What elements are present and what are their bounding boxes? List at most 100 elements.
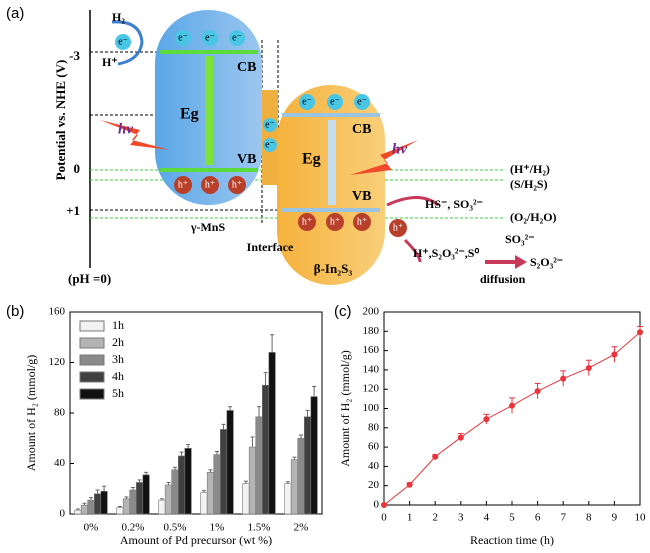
light xyxy=(350,140,418,175)
bar xyxy=(261,384,270,515)
x-tick-label: 10 xyxy=(635,512,647,524)
electron: e⁻ xyxy=(330,96,340,107)
panel-label: (c) xyxy=(334,303,352,320)
vb: VB xyxy=(237,152,256,167)
level: (H⁺/H₂) xyxy=(510,162,550,176)
bar xyxy=(219,429,228,515)
hole: h⁺ xyxy=(232,179,242,190)
point xyxy=(509,402,515,409)
bar xyxy=(255,416,263,515)
point xyxy=(483,416,490,423)
tick: -3 xyxy=(69,48,80,63)
y-tick-label: 200 xyxy=(363,306,380,318)
eg: Eg xyxy=(180,106,199,123)
panel-label: (a) xyxy=(6,5,24,22)
y-tick-label: 140 xyxy=(363,363,380,375)
legend-label: 2h xyxy=(112,335,124,349)
legend-swatch xyxy=(79,388,105,400)
holes: h⁺ h⁺ h⁺ h⁺ h⁺ h⁺ h⁺ xyxy=(174,176,407,237)
bar xyxy=(284,483,292,515)
x-tick-label: 3 xyxy=(458,512,464,524)
y-tick-label: 120 xyxy=(49,356,66,368)
bar xyxy=(268,352,276,515)
x-tick-label: 0.2% xyxy=(122,522,145,534)
cb: CB xyxy=(237,60,256,75)
ph-note: (pH =0) xyxy=(68,271,111,286)
bar xyxy=(171,469,179,515)
point xyxy=(585,364,592,371)
level: (S/H₂S) xyxy=(510,177,548,191)
legend-swatch xyxy=(79,337,105,349)
bar xyxy=(164,484,173,515)
oxidation-arrow xyxy=(403,238,422,263)
tick: +1 xyxy=(66,203,80,218)
x-tick-label: 5 xyxy=(509,512,515,524)
point xyxy=(432,453,439,460)
y-tick-label: 20 xyxy=(368,479,380,491)
x-axis-label: Reaction time (h) xyxy=(470,533,554,547)
eg: Eg xyxy=(302,151,321,168)
legend-label: 5h xyxy=(112,386,124,400)
reduction-arrow xyxy=(111,20,144,66)
bar xyxy=(158,499,166,515)
bar xyxy=(80,504,89,515)
y-tick-label: 0 xyxy=(374,499,380,511)
panel-label: (b) xyxy=(6,303,24,320)
bar xyxy=(184,448,192,515)
bar xyxy=(206,472,215,515)
y-tick-label: 0 xyxy=(60,508,66,520)
axis-label: Potential vs. NHE (V) xyxy=(53,60,68,181)
x-axis-label: Amount of Pd precursor (wt %) xyxy=(120,533,272,547)
bar xyxy=(310,396,318,515)
legend-label: 3h xyxy=(112,352,124,366)
electron: e⁻ xyxy=(205,32,215,43)
bar xyxy=(290,459,299,515)
point xyxy=(637,329,643,336)
bar xyxy=(242,483,250,515)
cb: CB xyxy=(352,122,371,137)
bar xyxy=(74,509,82,515)
reactant: HS⁻, SO₃²⁻ xyxy=(425,197,483,211)
y-tick-label: 60 xyxy=(368,441,380,453)
vb: VB xyxy=(352,189,371,204)
interface-label: Interface xyxy=(247,240,294,254)
product: H⁺,S₂O₃²⁻,S⁰ xyxy=(413,246,479,260)
electron: e⁻ xyxy=(357,96,367,107)
y-tick-label: 160 xyxy=(49,306,66,318)
electron: e⁻ xyxy=(265,119,275,130)
bar xyxy=(226,410,234,515)
x-tick-label: 0.5% xyxy=(164,522,187,534)
legend-label: 1h xyxy=(112,318,124,332)
y-tick-label: 100 xyxy=(363,402,380,414)
plot-frame xyxy=(69,311,323,515)
bar xyxy=(248,446,257,515)
x-tick-label: 0 xyxy=(381,512,387,524)
arrow-head xyxy=(515,255,527,269)
in2s3-label: β-In₂S₃ xyxy=(314,261,353,276)
y-tick-label: 180 xyxy=(363,325,380,337)
bar xyxy=(297,437,305,515)
hv: hν xyxy=(118,121,133,137)
bar xyxy=(200,492,208,515)
tick: 0 xyxy=(74,161,81,176)
hole: h⁺ xyxy=(330,216,340,227)
point xyxy=(560,375,567,382)
bar xyxy=(177,455,186,515)
bar xyxy=(100,490,108,515)
light xyxy=(100,120,170,150)
electron: e⁻ xyxy=(302,96,312,107)
y-tick-label: 120 xyxy=(363,383,380,395)
h2: H₂ xyxy=(112,10,125,24)
point xyxy=(381,502,387,508)
bar xyxy=(93,493,102,515)
legend-label: 4h xyxy=(112,369,124,383)
x-tick-label: 1% xyxy=(210,522,225,534)
oxidation-arrow xyxy=(386,196,439,207)
x-tick-label: 2 xyxy=(432,512,438,524)
hv: hν xyxy=(392,141,407,157)
x-tick-label: 9 xyxy=(612,512,618,524)
level: (O₂/H₂O) xyxy=(510,210,557,224)
bar xyxy=(142,474,150,515)
x-tick-label: 1 xyxy=(407,512,413,524)
hole: h⁺ xyxy=(178,179,188,190)
